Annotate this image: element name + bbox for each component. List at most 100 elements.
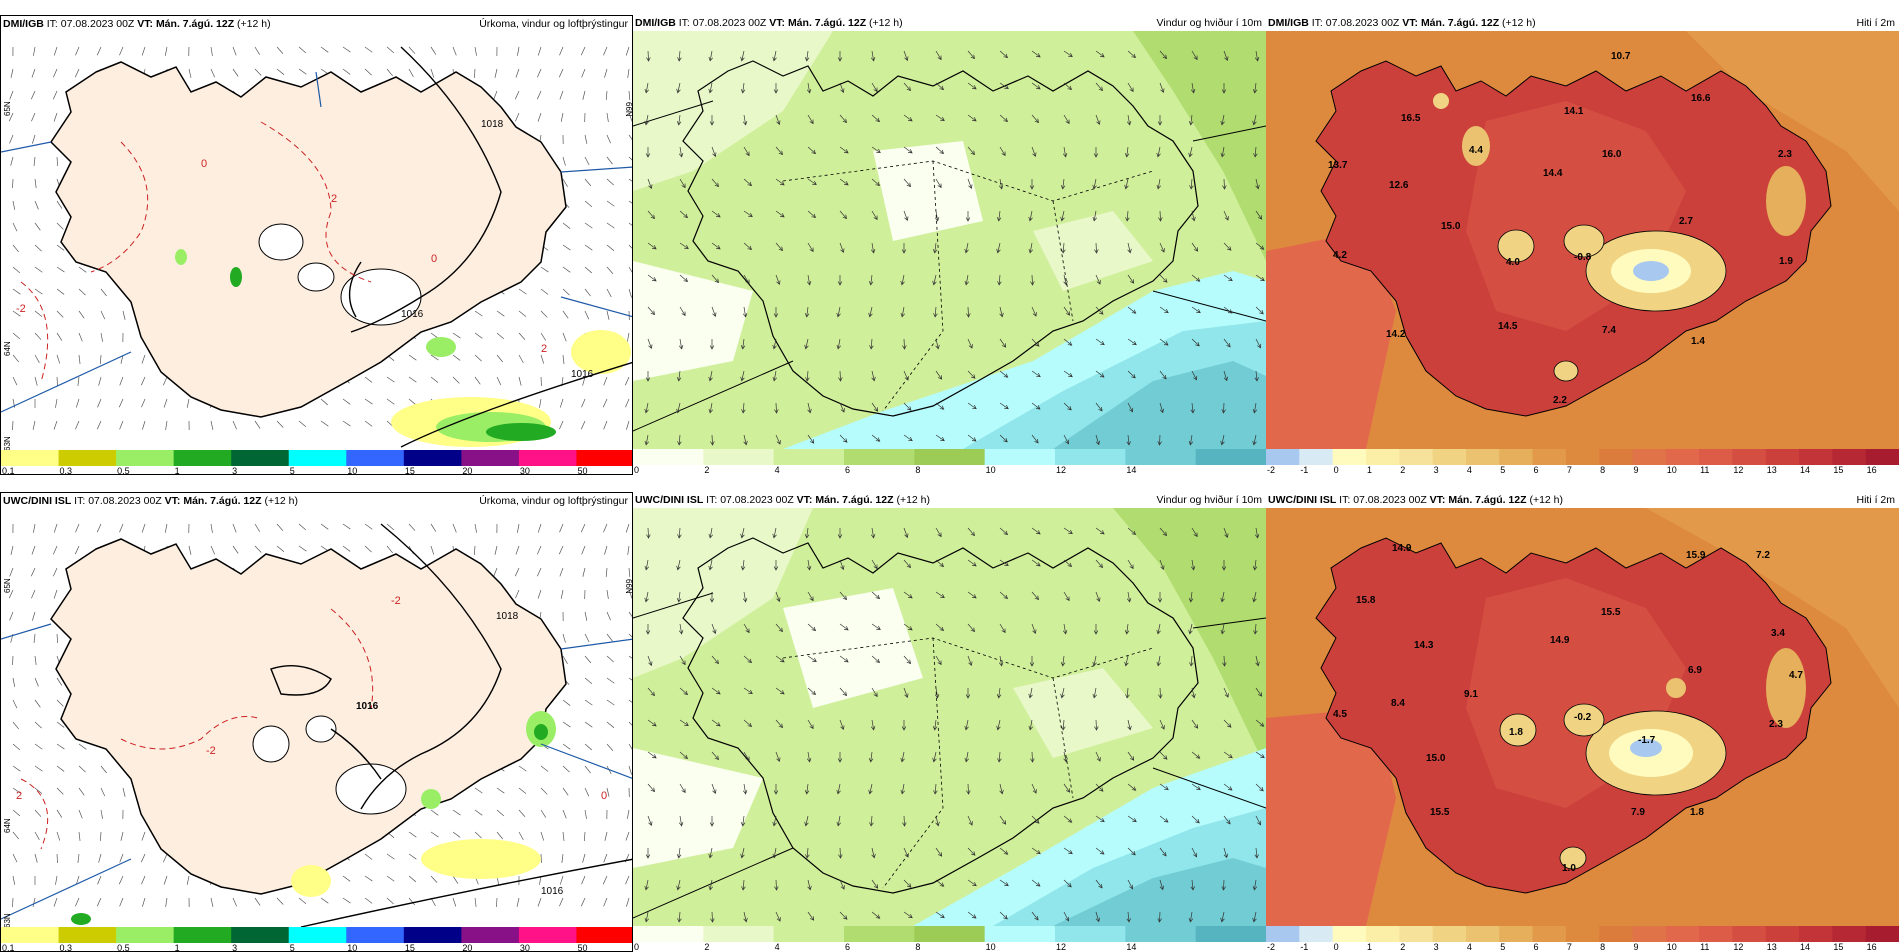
colorbar-tick-label: 10	[347, 466, 357, 475]
svg-text:1.4: 1.4	[1691, 336, 1705, 347]
colorbar-temp	[1266, 926, 1899, 942]
colorbar-swatch	[174, 927, 232, 943]
colorbar-swatch	[1666, 926, 1700, 942]
colorbar-swatch	[1533, 449, 1567, 465]
svg-text:12.6: 12.6	[1389, 180, 1409, 191]
svg-text:1.0: 1.0	[1562, 863, 1576, 874]
svg-text:0: 0	[201, 158, 207, 170]
colorbar-tick-label: 3	[232, 943, 237, 952]
precip-panel-dmi: DMI/IGB IT: 07.08.2023 00Z VT: Mán. 7.ág…	[0, 15, 633, 475]
colorbar-tick-label: 14	[1126, 942, 1136, 952]
colorbar-tick-label: 4	[775, 942, 780, 952]
svg-text:15.5: 15.5	[1601, 607, 1621, 618]
colorbar-swatch	[1366, 449, 1400, 465]
colorbar-tick-label: 9	[1633, 942, 1638, 952]
wind-map	[633, 31, 1266, 449]
colorbar-tick-label: 0	[1334, 942, 1339, 952]
colorbar-tick-label: 3	[1434, 942, 1439, 952]
colorbar-swatch	[1732, 449, 1766, 465]
colorbar-swatch	[1, 450, 59, 466]
colorbar-swatch	[1, 927, 59, 943]
colorbar-swatch	[1566, 449, 1600, 465]
colorbar-tick-label: 1	[1367, 465, 1372, 475]
svg-text:4.7: 4.7	[1789, 670, 1803, 681]
colorbar-swatch	[519, 450, 577, 466]
colorbar-swatch	[1055, 926, 1126, 942]
colorbar-swatch	[1466, 926, 1500, 942]
svg-text:2.7: 2.7	[1679, 216, 1693, 227]
colorbar-tick-label: 1	[175, 466, 180, 475]
panel-title: Úrkoma, vindur og loftþrýstingur	[479, 18, 628, 30]
svg-text:15.0: 15.0	[1441, 221, 1461, 232]
colorbar-tick-label: 1	[175, 943, 180, 952]
svg-text:2: 2	[16, 790, 22, 802]
panel-title: Vindur og hviður í 10m	[1157, 17, 1262, 29]
svg-text:-1.7: -1.7	[1638, 735, 1656, 746]
colorbar-tick-label: 16	[1867, 942, 1877, 952]
colorbar-swatch	[1832, 926, 1866, 942]
svg-text:1018: 1018	[481, 119, 504, 130]
svg-text:-2: -2	[206, 745, 216, 757]
colorbar-swatch	[519, 927, 577, 943]
colorbar-tick-label: 15	[405, 466, 415, 475]
svg-text:66N: 66N	[624, 579, 633, 594]
wind-map	[633, 508, 1266, 926]
colorbar-temp	[1266, 449, 1899, 465]
colorbar-tick-label: 5	[290, 466, 295, 475]
colorbar-tick-label: 10	[1667, 465, 1677, 475]
colorbar-precip	[1, 450, 633, 466]
colorbar-tick-label: 8	[1600, 942, 1605, 952]
colorbar-swatch	[461, 450, 519, 466]
svg-text:1016: 1016	[541, 886, 564, 897]
colorbar-tick-label: 2	[1400, 465, 1405, 475]
colorbar-swatch	[1466, 449, 1500, 465]
colorbar-swatch	[1299, 926, 1333, 942]
colorbar-tick-label: 50	[577, 466, 587, 475]
svg-text:7.2: 7.2	[1756, 550, 1770, 561]
colorbar-tick-label: 3	[1434, 465, 1439, 475]
colorbar-tick-label: 13	[1767, 942, 1777, 952]
svg-text:15.5: 15.5	[1430, 807, 1450, 818]
colorbar-swatch	[231, 450, 289, 466]
colorbar-tick-label: 13	[1767, 465, 1777, 475]
colorbar-tick-label: 7	[1567, 465, 1572, 475]
panel-title: Hiti í 2m	[1856, 17, 1895, 29]
colorbar-swatch	[633, 926, 704, 942]
svg-text:3.4: 3.4	[1771, 628, 1785, 639]
svg-text:64N: 64N	[3, 818, 12, 833]
colorbar-tick-label: 15	[405, 943, 415, 952]
svg-text:10.7: 10.7	[1611, 51, 1631, 62]
colorbar-swatch	[1699, 926, 1733, 942]
svg-text:16.6: 16.6	[1691, 93, 1711, 104]
svg-text:65N: 65N	[3, 101, 12, 116]
colorbar-swatch	[1799, 449, 1833, 465]
svg-text:2.3: 2.3	[1778, 149, 1792, 160]
svg-text:66N: 66N	[624, 102, 633, 117]
colorbar-swatch	[231, 927, 289, 943]
svg-text:-2: -2	[16, 303, 26, 315]
colorbar-tick-label: 14	[1126, 465, 1136, 475]
colorbar-swatch	[1866, 926, 1899, 942]
colorbar-tick-label: 12	[1056, 942, 1066, 952]
colorbar-swatch	[1732, 926, 1766, 942]
colorbar-wind	[633, 449, 1266, 465]
svg-text:16.5: 16.5	[1401, 113, 1421, 124]
svg-text:0: 0	[431, 253, 437, 265]
svg-text:4.4: 4.4	[1469, 145, 1483, 156]
panel-header: DMI/IGB IT: 07.08.2023 00Z VT: Mán. 7.ág…	[635, 17, 903, 29]
svg-text:7.4: 7.4	[1602, 325, 1616, 336]
colorbar-tick-label: 14	[1800, 465, 1810, 475]
colorbar-swatch	[461, 927, 519, 943]
wind-panel-dmi: DMI/IGB IT: 07.08.2023 00Z VT: Mán. 7.ág…	[633, 15, 1266, 475]
colorbar-tick-label: -1	[1300, 942, 1308, 952]
svg-text:4.2: 4.2	[1333, 250, 1347, 261]
panel-header: UWC/DINI ISL IT: 07.08.2023 00Z VT: Mán.…	[1268, 494, 1563, 506]
panel-header: UWC/DINI ISL IT: 07.08.2023 00Z VT: Mán.…	[635, 494, 930, 506]
colorbar-tick-label: -2	[1267, 465, 1275, 475]
colorbar-precip	[1, 927, 633, 943]
svg-text:2.2: 2.2	[1553, 395, 1567, 406]
colorbar-swatch	[1399, 449, 1433, 465]
colorbar-swatch	[844, 449, 915, 465]
colorbar-swatch	[1055, 449, 1126, 465]
svg-text:64N: 64N	[3, 341, 12, 356]
